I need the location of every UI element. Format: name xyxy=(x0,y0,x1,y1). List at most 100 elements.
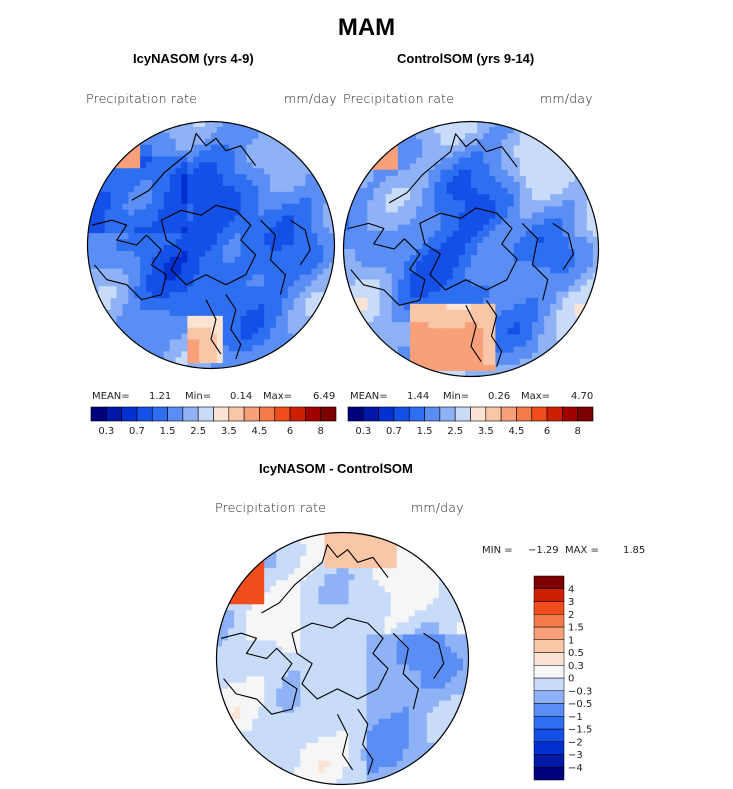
panel-1-colorbar-box xyxy=(121,406,138,422)
panel-2-colorbar-box xyxy=(546,406,563,422)
panel-3-colorbar-tick-label: 3 xyxy=(568,597,574,608)
panel-3-min-label: MIN = xyxy=(482,545,513,556)
panel-2-colorbar-box xyxy=(531,406,548,422)
panel-2-colorbar-tick-label: 8 xyxy=(575,426,581,437)
panel-3-colorbar-box xyxy=(533,716,565,730)
panel-1-colorbar-tick-label: 0.3 xyxy=(98,426,114,437)
panel-2-coastline xyxy=(465,305,482,362)
panel-3-max-label: MAX = xyxy=(565,545,599,556)
panel-1-colorbar-tick-label: 8 xyxy=(318,426,324,437)
panel-3-colorbar-box xyxy=(533,741,565,755)
panel-3-colorbar-box xyxy=(533,626,565,640)
panel-1-max-value: 6.49 xyxy=(313,391,336,402)
panel-3-colorbar-box xyxy=(533,677,565,691)
panel-3-coastline xyxy=(291,617,389,700)
panel-3-max-value: 1.85 xyxy=(623,545,646,556)
panel-2-coastline xyxy=(552,222,574,270)
panel-2-max-label: Max= xyxy=(521,391,551,402)
panel-2-field xyxy=(343,121,599,377)
panel-3-colorbar-tick-label: −3 xyxy=(568,750,583,761)
panel-3-colorbar-box xyxy=(533,665,565,679)
panel-1-colorbar-box xyxy=(305,406,321,422)
panel-2-colorbar-box xyxy=(408,406,425,422)
panel-1-title: IcyNASOM (yrs 4-9) xyxy=(133,51,254,66)
panel-1-map-border xyxy=(86,120,336,370)
panel-2-colorbar-box xyxy=(439,406,456,422)
panel-2-colorbar-box xyxy=(393,406,410,422)
panel-2-colorbar-box xyxy=(562,406,578,422)
panel-3-coastline xyxy=(357,708,374,776)
panel-3-field xyxy=(216,532,469,785)
panel-3-colorbar-box xyxy=(533,652,565,666)
panel-1-coastline xyxy=(131,132,257,201)
panel-1-colorbar-box xyxy=(320,406,337,422)
panel-3-colorbar-box xyxy=(533,575,565,589)
panel-3-min-value: −1.29 xyxy=(528,545,559,556)
panel-1-mean-value: 1.21 xyxy=(149,391,172,402)
panel-1-max-label: Max= xyxy=(263,391,293,402)
panel-1-units-label: mm/day xyxy=(284,91,337,106)
panel-1-colorbar-tick-label: 3.5 xyxy=(221,426,237,437)
panel-3-map-border xyxy=(215,531,470,786)
panel-3-colorbar-tick-label: 1.5 xyxy=(568,623,584,634)
panel-2-colorbar-box xyxy=(454,406,471,422)
panel-1-colorbar-box xyxy=(213,406,230,422)
panel-3-colorbar-box xyxy=(533,703,565,717)
panel-1-colorbar-box xyxy=(197,406,214,422)
panel-2-colorbar-tick-label: 2.5 xyxy=(447,426,463,437)
panel-1-colorbar-box xyxy=(167,406,184,422)
panel-2-coastline xyxy=(485,299,503,367)
panel-1-colorbar-box xyxy=(289,406,306,422)
panel-3-colorbar-tick-label: 0.3 xyxy=(568,661,584,672)
panel-3-colorbar: −4 −3 −2−1.5 −1 −0.5 −0.30 0.3 0.5 11.5 2 3 4 xyxy=(533,575,592,781)
panel-2-colorbar-tick-label: 3.5 xyxy=(478,426,494,437)
panel-1-coastline xyxy=(205,299,222,355)
panel-2-colorbar-box xyxy=(577,406,594,422)
panel-3-coastline xyxy=(392,632,419,710)
panel-3-colorbar-box xyxy=(533,754,565,768)
panel-3-colorbar-box xyxy=(533,639,565,653)
panel-1-min-value: 0.14 xyxy=(230,391,253,402)
figure-title: MAM xyxy=(337,14,396,41)
panel-1-colorbar-tick-label: 1.5 xyxy=(160,426,176,437)
panel-3-colorbar-box xyxy=(533,728,565,742)
panel-3-variable-label: Precipitation rate xyxy=(215,500,327,515)
panel-1-polar-map xyxy=(86,120,336,370)
panel-2-colorbar-box xyxy=(500,406,517,422)
panel-1-colorbar-tick-label: 6 xyxy=(287,426,293,437)
panel-1-colorbar-box xyxy=(243,406,260,422)
panel-3-colorbar-tick-label: −1 xyxy=(568,712,583,723)
panel-2-colorbar-tick-label: 6 xyxy=(544,426,550,437)
panel-2-colorbar-box xyxy=(378,406,395,422)
panel-2-max-value: 4.70 xyxy=(571,391,594,402)
panel-3-coastline xyxy=(220,632,298,715)
panel-3-coastline xyxy=(261,544,389,614)
panel-2-colorbar-box xyxy=(363,406,379,422)
panel-3-colorbar-tick-label: −1.5 xyxy=(568,725,592,736)
panel-2-coastline xyxy=(388,133,518,204)
panel-1-colorbar: 0.3 0.7 1.5 2.5 3.5 4.5 6 8 xyxy=(90,406,337,437)
panel-2-mean-label: MEAN= xyxy=(350,391,388,402)
panel-1-colorbar-box xyxy=(274,406,291,422)
panel-2-colorbar-box xyxy=(470,406,487,422)
panel-2-min-value: 0.26 xyxy=(488,391,511,402)
panel-1-coastline xyxy=(91,219,167,301)
panel-2-coastline xyxy=(521,223,549,301)
panel-1-variable-label: Precipitation rate xyxy=(86,91,198,106)
panel-3-coastline xyxy=(336,713,354,771)
panel-3-colorbar-tick-label: −4 xyxy=(568,763,583,774)
panel-2-colorbar-box xyxy=(424,406,441,422)
panel-1-colorbar-box xyxy=(136,406,153,422)
panel-1-colorbar-box xyxy=(228,406,245,422)
panel-2-colorbar-tick-label: 0.7 xyxy=(386,426,402,437)
panel-3-colorbar-tick-label: −2 xyxy=(568,737,583,748)
panel-3-colorbar-tick-label: 4 xyxy=(568,584,574,595)
panel-3-colorbar-tick-label: 1 xyxy=(568,635,574,646)
panel-1-colorbar-box xyxy=(182,406,199,422)
panel-1-coastline xyxy=(225,294,242,360)
panel-3-colorbar-tick-label: 0 xyxy=(568,674,574,685)
panel-3-colorbar-box xyxy=(533,767,565,781)
panel-3-colorbar-tick-label: −0.5 xyxy=(568,699,592,710)
panel-2-colorbar-box xyxy=(485,406,502,422)
panel-2-colorbar-box xyxy=(347,406,364,422)
